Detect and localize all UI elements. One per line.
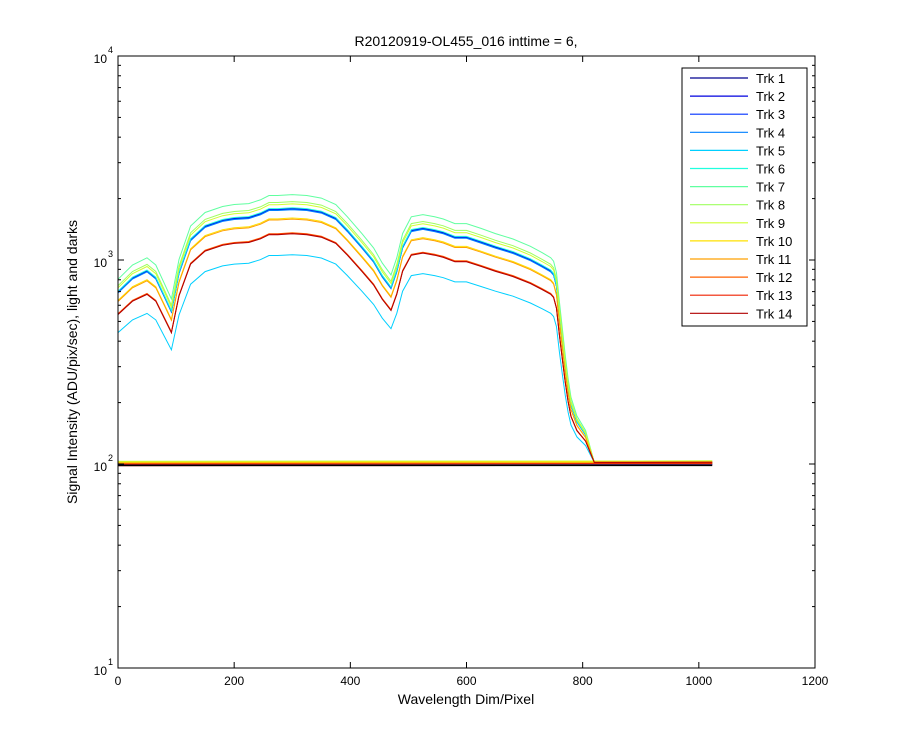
x-tick-label-4: 800 bbox=[573, 674, 593, 688]
y-tick-label-0: 10 bbox=[94, 664, 108, 678]
legend-label-1: Trk 1 bbox=[756, 71, 785, 86]
y-tick-exponent-1: 2 bbox=[108, 453, 113, 463]
x-tick-label-3: 600 bbox=[456, 674, 476, 688]
x-tick-label-0: 0 bbox=[115, 674, 122, 688]
chart-title: R20120919-OL455_016 inttime = 6, bbox=[355, 33, 578, 49]
series-dark-line-9 bbox=[117, 460, 713, 462]
legend-label-9: Trk 9 bbox=[756, 216, 785, 231]
y-tick-exponent-0: 1 bbox=[108, 657, 113, 667]
y-tick-exponent-2: 3 bbox=[108, 249, 113, 259]
legend-label-4: Trk 4 bbox=[756, 125, 785, 140]
legend-label-3: Trk 3 bbox=[756, 107, 785, 122]
y-axis-label: Signal Intensity (ADU/pix/sec), light an… bbox=[64, 220, 80, 504]
legend-label-7: Trk 7 bbox=[756, 180, 785, 195]
x-axis-label: Wavelength Dim/Pixel bbox=[398, 691, 534, 707]
legend-label-12: Trk 12 bbox=[756, 270, 792, 285]
legend-entries: Trk 1 Trk 2 Trk 3 Trk 4 Trk 5 Trk 6 Trk 7 Trk 8… bbox=[690, 71, 792, 321]
legend-label-14: Trk 14 bbox=[756, 306, 792, 321]
series-line-11 bbox=[117, 218, 713, 463]
x-tick-label-1: 200 bbox=[224, 674, 244, 688]
legend-label-6: Trk 6 bbox=[756, 162, 785, 177]
y-tick-label-2: 10 bbox=[94, 256, 108, 270]
series-line-14 bbox=[117, 233, 713, 463]
x-tick-label-5: 1000 bbox=[685, 674, 712, 688]
y-tick-label-3: 10 bbox=[94, 52, 108, 66]
legend-label-2: Trk 2 bbox=[756, 89, 785, 104]
series-line-5 bbox=[117, 254, 713, 463]
legend-label-8: Trk 8 bbox=[756, 198, 785, 213]
legend-label-5: Trk 5 bbox=[756, 143, 785, 158]
legend: Trk 1 Trk 2 Trk 3 Trk 4 Trk 5 Trk 6 Trk 7 Trk 8… bbox=[681, 67, 808, 327]
legend-label-13: Trk 13 bbox=[756, 288, 792, 303]
x-tick-label-6: 1200 bbox=[802, 674, 829, 688]
plot-lines bbox=[117, 194, 713, 467]
y-tick-exponent-3: 4 bbox=[108, 45, 113, 55]
legend-label-10: Trk 10 bbox=[756, 234, 792, 249]
x-axis: 0 200 400 600 800 1000 1200 bbox=[115, 56, 829, 688]
series-line-7 bbox=[117, 194, 713, 463]
legend-label-11: Trk 11 bbox=[756, 252, 791, 267]
x-tick-label-2: 400 bbox=[340, 674, 360, 688]
y-tick-label-1: 10 bbox=[94, 460, 108, 474]
legend-box bbox=[681, 67, 808, 327]
series-line-9 bbox=[117, 203, 713, 463]
